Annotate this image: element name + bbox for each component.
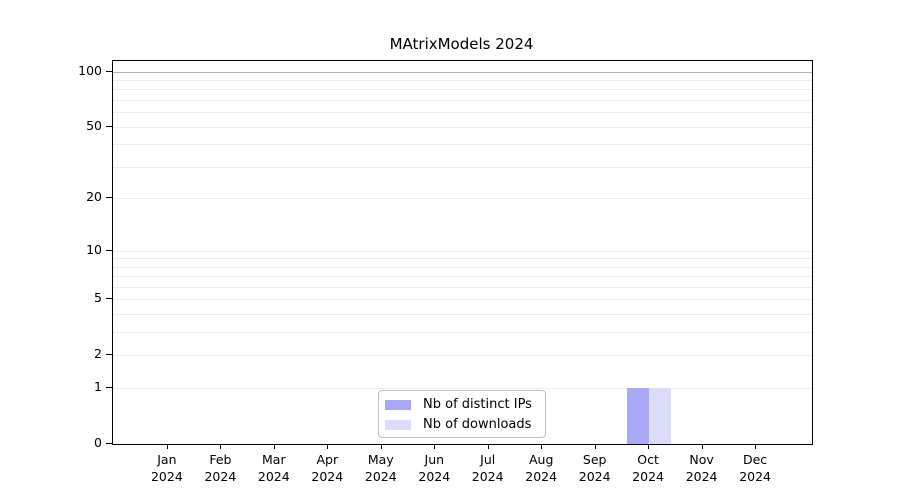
y-axis-tick-label: 20	[86, 189, 102, 205]
legend-label-downloads: Nb of downloads	[423, 417, 532, 432]
y-axis-tick-label: 10	[86, 241, 102, 257]
y-axis-tick-label: 5	[94, 290, 102, 306]
x-axis-tick	[701, 444, 703, 449]
gridline	[113, 286, 812, 288]
gridline	[113, 388, 812, 390]
x-axis-tick-label: Sep 2024	[578, 452, 611, 484]
chart-title: MAtrixModels 2024	[389, 35, 534, 53]
x-axis-tick-label: Oct 2024	[632, 452, 664, 484]
x-axis-tick	[648, 444, 650, 449]
x-axis-tick	[541, 444, 543, 449]
x-axis-tick	[380, 444, 382, 449]
gridline	[113, 314, 812, 316]
y-axis-tick-label: 100	[78, 62, 102, 78]
gridline	[113, 126, 812, 128]
x-axis-tick	[594, 444, 596, 449]
x-axis-tick	[755, 444, 757, 449]
x-axis-tick-label: Dec 2024	[739, 452, 771, 484]
x-axis-tick	[220, 444, 222, 449]
x-axis-tick-label: May 2024	[364, 452, 397, 484]
gridline	[113, 112, 812, 114]
plot-area	[112, 60, 813, 445]
y-axis-tick	[106, 249, 112, 251]
x-axis-tick	[273, 444, 275, 449]
y-axis-tick-label: 1	[94, 379, 102, 395]
y-axis-tick	[106, 70, 112, 72]
gridline	[113, 79, 812, 81]
legend-swatch-distinct-ips	[385, 400, 411, 410]
x-axis-tick	[434, 444, 436, 449]
bar-downloads-oct	[649, 388, 671, 444]
bar-distinct-ips-oct	[627, 388, 650, 444]
gridline	[113, 266, 812, 268]
x-axis-tick-label: Feb 2024	[204, 452, 237, 484]
x-axis-tick-label: Jun 2024	[418, 452, 451, 484]
x-axis-tick-label: Jan 2024	[150, 452, 183, 484]
x-axis-tick-label: Aug 2024	[525, 452, 558, 484]
gridline	[113, 332, 812, 334]
gridline	[113, 258, 812, 260]
gridline	[113, 99, 812, 101]
x-axis-tick-label: Apr 2024	[311, 452, 344, 484]
gridline	[113, 144, 812, 146]
gridline-emphasis	[113, 71, 812, 73]
x-axis-tick	[327, 444, 329, 449]
x-axis-tick	[487, 444, 489, 449]
y-axis-tick	[106, 125, 112, 127]
y-axis-tick	[106, 298, 112, 300]
y-axis-tick	[106, 197, 112, 199]
x-axis-tick	[166, 444, 168, 449]
x-axis-tick-label: Jul 2024	[471, 452, 504, 484]
legend-item-distinct-ips: Nb of distinct IPs	[385, 395, 545, 415]
legend-label-distinct-ips: Nb of distinct IPs	[423, 397, 532, 412]
gridline	[113, 355, 812, 357]
y-axis-tick	[106, 354, 112, 356]
legend-item-downloads: Nb of downloads	[385, 415, 545, 435]
y-axis-tick-label: 50	[86, 117, 102, 133]
y-axis-tick	[106, 443, 112, 444]
y-axis-tick-label: 0	[94, 435, 102, 450]
gridline	[113, 198, 812, 200]
gridline	[113, 166, 812, 168]
y-axis-tick	[106, 387, 112, 389]
gridline	[113, 299, 812, 301]
legend-swatch-downloads	[385, 420, 411, 430]
gridline	[113, 276, 812, 278]
chart-legend: Nb of distinct IPs Nb of downloads	[378, 390, 546, 438]
x-axis-tick-label: Nov 2024	[685, 452, 718, 484]
gridline	[113, 250, 812, 252]
gridline	[113, 89, 812, 91]
x-axis-tick-label: Mar 2024	[257, 452, 290, 484]
y-axis-tick-label: 2	[94, 346, 102, 362]
